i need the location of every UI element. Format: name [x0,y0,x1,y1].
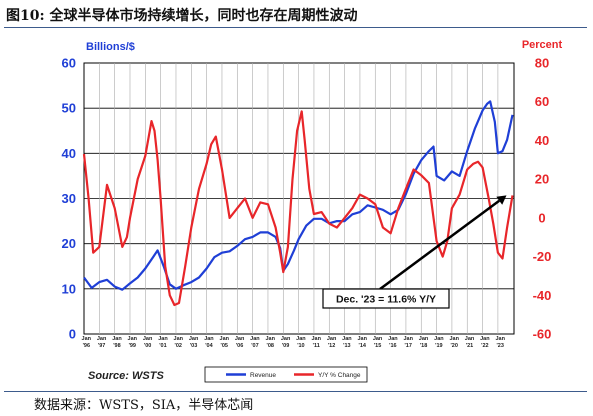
x-tick-label-month: Jan [220,336,230,342]
x-tick-label-year: '98 [113,343,120,349]
left-tick-label: 40 [62,146,76,161]
x-tick-label-month: Jan [342,336,352,342]
x-tick-label-month: Jan [281,336,291,342]
x-tick-label-month: Jan [296,336,306,342]
x-tick-label-year: '20 [450,343,457,349]
x-tick-label-month: Jan [82,336,92,342]
left-axis-ticks: 0 10 20 30 40 50 60 [62,56,76,342]
x-tick-label-month: Jan [143,336,153,342]
x-tick-label-year: '21 [466,343,473,349]
x-tick-label-month: Jan [388,336,398,342]
x-tick-label-year: '13 [343,343,350,349]
x-tick-label-year: '10 [297,343,304,349]
right-tick-label: 60 [535,94,549,109]
x-tick-label-month: Jan [465,336,475,342]
left-tick-label: 20 [62,236,76,251]
x-tick-label-year: '23 [496,343,503,349]
x-tick-label-year: '09 [282,343,289,349]
bottom-rule [4,391,587,392]
annotation-arrow [379,199,500,291]
x-tick-label-month: Jan [327,336,337,342]
x-tick-label-year: '00 [144,343,151,349]
x-tick-label-year: '07 [251,343,258,349]
annotation: Dec. '23 = 11.6% Y/Y [322,195,507,309]
right-tick-label: -60 [533,327,552,342]
x-tick-label-month: Jan [266,336,276,342]
x-tick-label-year: '12 [328,343,335,349]
right-tick-label: 20 [535,172,549,187]
left-tick-label: 10 [62,281,76,296]
figure-title: 图10: 全球半导体市场持续增长，同时也存在周期性波动 [6,8,358,24]
x-tick-label-month: Jan [97,336,107,342]
x-tick-label-month: Jan [174,336,184,342]
right-tick-label: -20 [533,249,552,264]
right-axis-unit: Percent [522,39,563,51]
x-tick-label-year: '22 [481,343,488,349]
x-tick-label-month: Jan [112,336,122,342]
x-tick-label-year: '96 [83,343,90,349]
x-tick-label-year: '01 [159,343,166,349]
series-line-yoy-change [82,110,514,307]
x-tick-label-year: '18 [420,343,427,349]
x-tick-label-year: '06 [236,343,243,349]
x-tick-label-year: '04 [205,343,213,349]
x-tick-label-month: Jan [403,336,413,342]
right-axis-ticks: -60 -40 -20 0 20 40 60 80 [533,56,552,342]
legend: Revenue Y/Y % Change [226,372,361,379]
annotation-box [322,288,450,309]
right-tick-label: -40 [533,288,552,303]
annotation-arrowhead [496,195,507,205]
left-tick-label: 60 [62,56,76,71]
x-axis-ticks: Jan'96Jan'97Jan'98Jan'99Jan'00Jan'01Jan'… [82,336,506,349]
left-tick-label: 0 [69,327,76,342]
annotation-text: Dec. '23 = 11.6% Y/Y [336,294,436,306]
series-lines [82,100,514,307]
x-tick-label-month: Jan [419,336,429,342]
legend-label: Y/Y % Change [318,372,361,379]
x-tick-label-month: Jan [373,336,383,342]
figure-source: 数据来源：WSTS，SIA，半导体芯闻 [34,398,254,413]
chart: 0 10 20 30 40 50 60 -60 -40 -20 0 20 40 60 80 Billion… [0,30,593,390]
x-tick-label-year: '15 [374,343,381,349]
x-tick-label-year: '11 [313,343,320,349]
right-tick-label: 0 [538,210,545,225]
x-tick-label-month: Jan [312,336,322,342]
x-tick-label-year: '99 [129,343,136,349]
x-tick-label-year: '05 [221,343,228,349]
x-tick-label-month: Jan [128,336,138,342]
x-tick-label-year: '14 [359,343,367,349]
x-tick-label-month: Jan [449,336,459,342]
x-tick-label-month: Jan [250,336,260,342]
x-tick-label-month: Jan [189,336,199,342]
left-axis-unit: Billions/$ [86,41,135,53]
right-tick-label: 40 [535,133,549,148]
x-tick-label-month: Jan [480,336,490,342]
left-tick-label: 30 [62,191,76,206]
x-tick-label-year: '17 [405,343,412,349]
x-tick-label-year: '16 [389,343,396,349]
legend-box [204,366,368,383]
x-tick-label-month: Jan [204,336,214,342]
chart-source-label: Source: WSTS [88,370,164,382]
x-tick-label-month: Jan [495,336,505,342]
x-tick-label-month: Jan [357,336,367,342]
legend-label: Revenue [250,372,276,379]
title-rule [4,27,587,28]
x-tick-label-month: Jan [158,336,168,342]
series-line-revenue [83,100,514,291]
left-tick-label: 50 [62,101,76,116]
x-tick-label-month: Jan [235,336,245,342]
x-tick-label-year: '08 [267,343,274,349]
x-tick-label-year: '19 [435,343,442,349]
x-tick-label-year: '97 [98,343,105,349]
right-tick-label: 80 [535,56,549,71]
x-tick-label-year: '02 [175,343,182,349]
x-tick-label-month: Jan [434,336,444,342]
x-tick-label-year: '03 [190,343,197,349]
